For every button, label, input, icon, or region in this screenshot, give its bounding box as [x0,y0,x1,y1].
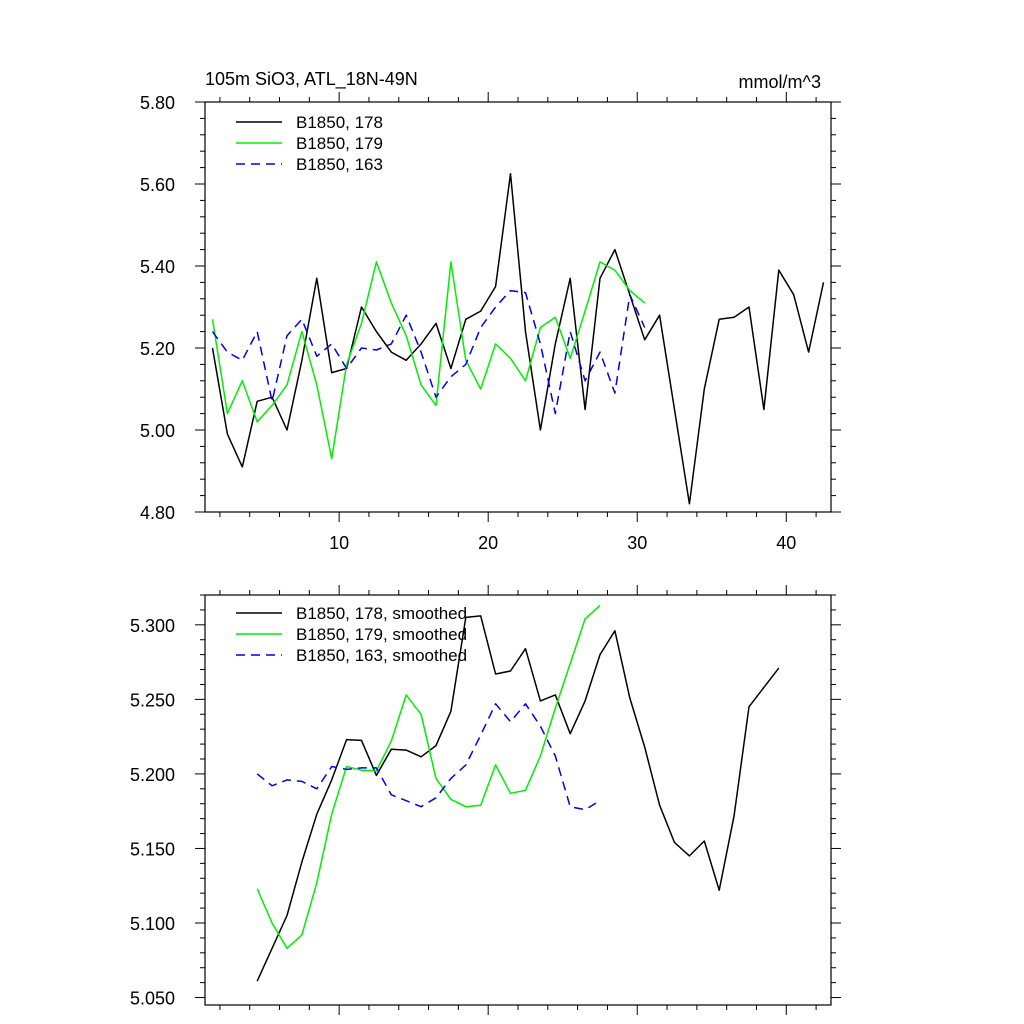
series-line-b1850-179-smoothed [256,604,601,950]
legend-label: B1850, 178, smoothed [296,604,467,623]
series-line-b1850-178 [211,172,825,505]
legend: B1850, 178 B1850, 179 B1850, 163 [236,113,383,174]
x-tick-label: 40 [776,533,796,553]
top-panel: 4.80 5.00 5.20 5.40 5.60 5.80 10 20 30 40 105m SiO… [140,69,841,553]
series-line-b1850-179 [211,261,646,460]
x-tick-label: 30 [627,533,647,553]
series-line-b1850-178-smoothed [256,615,780,982]
y-tick-label: 5.20 [140,339,175,359]
y-tick-label: 5.80 [140,93,175,113]
y-tick-label: 5.250 [130,690,175,710]
chart-title: 105m SiO3, ATL_18N-49N [205,69,418,90]
x-tick-label: 10 [329,533,349,553]
y-tick-label: 5.00 [140,421,175,441]
x-tick-label: 20 [478,533,498,553]
tick-marks [195,585,841,1015]
units-label: mmol/m^3 [739,72,821,92]
series-line-b1850-163 [211,289,646,415]
legend-label: B1850, 163 [296,155,383,174]
legend-label: B1850, 178 [296,113,383,132]
y-tick-label: 5.050 [130,989,175,1009]
y-tick-label: 4.80 [140,503,175,523]
legend-label: B1850, 179, smoothed [296,625,467,644]
y-tick-label: 5.200 [130,765,175,785]
y-tick-label: 5.100 [130,914,175,934]
y-tick-label: 5.40 [140,257,175,277]
legend-label: B1850, 163, smoothed [296,646,467,665]
series-line-b1850-163-smoothed [256,703,601,811]
tick-marks [195,92,841,522]
y-tick-label: 5.150 [130,839,175,859]
bottom-panel: 5.050 5.100 5.150 5.200 5.250 5.300 B1850, 178… [130,585,841,1015]
legend: B1850, 178, smoothed B1850, 179, smoothed… [236,604,467,665]
y-tick-label: 5.300 [130,616,175,636]
legend-label: B1850, 179 [296,134,383,153]
y-tick-label: 5.60 [140,175,175,195]
